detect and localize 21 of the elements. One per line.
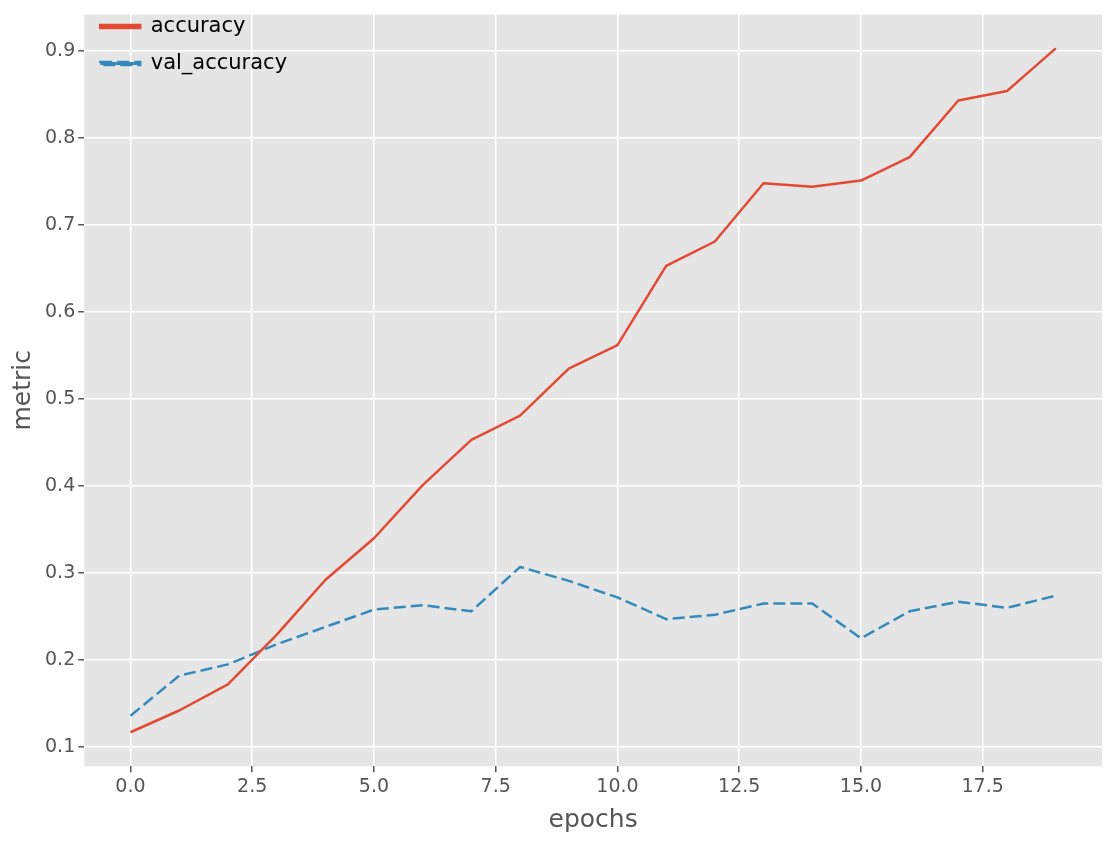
x-tick-label: 7.5 <box>480 773 511 796</box>
y-axis-title: metric <box>6 350 36 431</box>
y-tick-label: 0.5 <box>45 385 76 408</box>
y-tick-label: 0.8 <box>45 124 76 147</box>
y-tick-label: 0.9 <box>45 37 76 60</box>
y-tick-label: 0.4 <box>45 472 76 495</box>
legend-label: val_accuracy <box>150 49 288 75</box>
y-tick-label: 0.1 <box>45 733 76 756</box>
y-tick-label: 0.7 <box>45 211 76 234</box>
x-tick-label: 0.0 <box>115 773 146 796</box>
x-axis-title: epochs <box>548 803 638 833</box>
x-tick-label: 10.0 <box>596 773 639 796</box>
x-tick-label: 2.5 <box>237 773 268 796</box>
legend-label: accuracy <box>150 12 246 37</box>
x-tick-label: 15.0 <box>839 773 883 796</box>
y-tick-label: 0.6 <box>45 298 76 321</box>
x-tick-label: 5.0 <box>358 773 390 796</box>
y-tick-label: 0.3 <box>45 559 76 582</box>
y-tick-label: 0.2 <box>45 646 76 669</box>
x-tick-label: 12.5 <box>718 773 761 796</box>
x-tick-label: 17.5 <box>961 773 1004 796</box>
